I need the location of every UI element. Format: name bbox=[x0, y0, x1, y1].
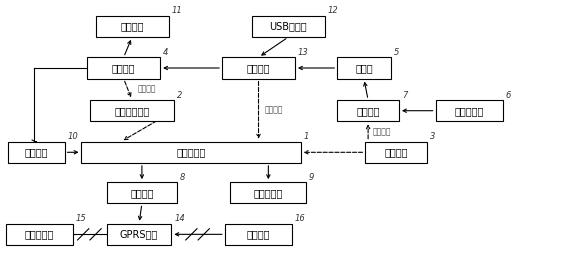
FancyBboxPatch shape bbox=[230, 182, 306, 204]
Text: 车锁装置: 车锁装置 bbox=[120, 21, 144, 31]
Text: 稳压电路: 稳压电路 bbox=[25, 147, 48, 157]
FancyBboxPatch shape bbox=[252, 16, 325, 37]
Text: 4: 4 bbox=[163, 48, 169, 57]
Text: 控制信号: 控制信号 bbox=[264, 106, 283, 115]
FancyBboxPatch shape bbox=[337, 57, 391, 79]
Text: USB充电口: USB充电口 bbox=[270, 21, 307, 31]
FancyBboxPatch shape bbox=[222, 57, 295, 79]
Text: 10: 10 bbox=[67, 132, 78, 141]
Text: 12: 12 bbox=[328, 6, 338, 15]
FancyBboxPatch shape bbox=[337, 100, 399, 122]
Text: 1: 1 bbox=[303, 132, 309, 141]
Text: 6: 6 bbox=[506, 90, 511, 100]
Text: 电量指示灯: 电量指示灯 bbox=[253, 188, 283, 198]
Text: 3: 3 bbox=[430, 132, 436, 141]
Text: 抱死装置: 抱死装置 bbox=[356, 106, 380, 116]
Text: 用户手机: 用户手机 bbox=[247, 229, 270, 239]
Text: 14: 14 bbox=[174, 214, 185, 223]
Text: 15: 15 bbox=[76, 214, 87, 223]
FancyBboxPatch shape bbox=[365, 141, 427, 163]
Text: 充电电路: 充电电路 bbox=[247, 63, 270, 73]
FancyBboxPatch shape bbox=[8, 141, 65, 163]
Text: 控制信号: 控制信号 bbox=[373, 127, 391, 136]
Text: 9: 9 bbox=[309, 173, 315, 182]
Text: 充电电池: 充电电池 bbox=[112, 63, 135, 73]
Text: 后台服务器: 后台服务器 bbox=[25, 229, 54, 239]
Text: GPRS模块: GPRS模块 bbox=[120, 229, 158, 239]
Text: 13: 13 bbox=[298, 48, 309, 57]
Text: 电量信号: 电量信号 bbox=[138, 85, 156, 94]
Text: 5: 5 bbox=[393, 48, 399, 57]
Text: 16: 16 bbox=[295, 214, 306, 223]
FancyBboxPatch shape bbox=[87, 57, 160, 79]
Text: 控制电路: 控制电路 bbox=[384, 147, 408, 157]
Text: 7: 7 bbox=[402, 90, 407, 100]
Text: 8: 8 bbox=[180, 173, 185, 182]
Text: 2: 2 bbox=[177, 90, 183, 100]
FancyBboxPatch shape bbox=[107, 182, 177, 204]
Text: 发电机: 发电机 bbox=[355, 63, 373, 73]
Text: 电量监测电路: 电量监测电路 bbox=[115, 106, 149, 116]
Text: 单片机单元: 单片机单元 bbox=[176, 147, 206, 157]
FancyBboxPatch shape bbox=[436, 100, 503, 122]
Text: 单车转动轴: 单车转动轴 bbox=[455, 106, 484, 116]
FancyBboxPatch shape bbox=[90, 100, 174, 122]
FancyBboxPatch shape bbox=[107, 224, 171, 245]
Text: 11: 11 bbox=[171, 6, 182, 15]
Text: 通信端口: 通信端口 bbox=[130, 188, 153, 198]
FancyBboxPatch shape bbox=[6, 224, 73, 245]
FancyBboxPatch shape bbox=[225, 224, 292, 245]
FancyBboxPatch shape bbox=[96, 16, 169, 37]
FancyBboxPatch shape bbox=[81, 141, 301, 163]
